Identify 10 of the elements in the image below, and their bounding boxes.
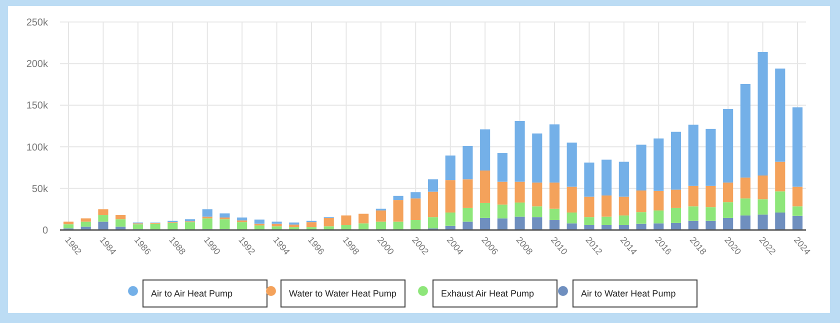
y-tick-label: 0	[42, 226, 48, 236]
legend-label: Air to Air Heat Pump	[151, 288, 233, 299]
y-tick-label: 50k	[32, 184, 49, 195]
y-tick-label: 250k	[26, 18, 49, 28]
y-tick-label: 100k	[26, 142, 49, 154]
legend-label: Water to Water Heat Pump	[289, 288, 396, 299]
legend-label: Exhaust Air Heat Pump	[441, 288, 534, 299]
y-tick-label: 200k	[26, 59, 49, 70]
legend-label: Air to Water Heat Pump	[581, 288, 676, 299]
y-tick-label: 150k	[26, 100, 49, 112]
